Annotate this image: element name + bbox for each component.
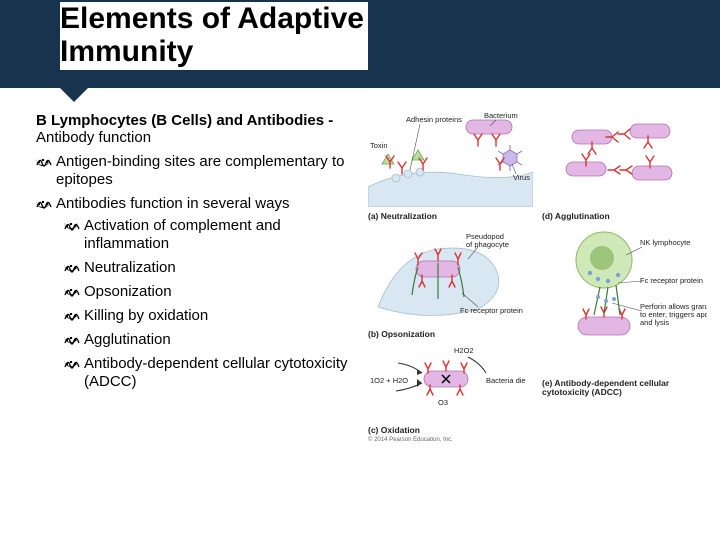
lbl-virus: Virus xyxy=(513,173,530,182)
lbl-oxid-left: 1O2 + H2O xyxy=(370,376,408,385)
bullet-icon xyxy=(36,199,52,211)
bullet-icon xyxy=(64,263,80,275)
bullet-text: Antibody-dependent cellular cytotoxicity… xyxy=(84,355,347,390)
bullet-icon xyxy=(64,359,80,371)
lbl-toxin: Toxin xyxy=(370,141,388,150)
bullet-text: Antibodies function in several ways xyxy=(56,195,289,212)
agglutination-svg xyxy=(542,112,707,207)
bullet-icon xyxy=(64,221,80,233)
panel-adcc: NK lymphocyte Fc receptor protein Perfor… xyxy=(542,225,710,398)
panel-opsonization: Pseudopodof phagocyte Fc receptor protei… xyxy=(368,225,536,339)
title-notch xyxy=(60,88,88,102)
slide-title: Elements of Adaptive Immunity xyxy=(60,2,368,70)
title-line-2: Immunity xyxy=(60,35,193,68)
lbl-fc2: Fc receptor protein xyxy=(640,276,703,285)
figure-column: Adhesin proteins Toxin Bacterium Virus (… xyxy=(368,112,710,443)
panel-a-label: (a) Neutralization xyxy=(368,211,536,221)
list-item: Neutralization xyxy=(64,259,360,277)
lbl-fc: Fc receptor protein xyxy=(460,306,523,315)
panel-oxidation: 1O2 + H2O H2O2 O3 Bacteria die (c) Oxida… xyxy=(368,343,536,443)
neutralization-svg: Adhesin proteins Toxin Bacterium Virus xyxy=(368,112,533,207)
figure-col-left: Adhesin proteins Toxin Bacterium Virus (… xyxy=(368,112,536,443)
subtitle: B Lymphocytes (B Cells) and Antibodies -… xyxy=(36,112,360,147)
subtitle-light: Antibody function xyxy=(36,129,151,146)
lbl-adhesin: Adhesin proteins xyxy=(406,115,462,124)
lbl-perforin: Perforin allows granzymeto enter, trigge… xyxy=(640,302,707,327)
copyright: © 2014 Pearson Education, Inc. xyxy=(368,437,536,443)
text-column: B Lymphocytes (B Cells) and Antibodies -… xyxy=(36,112,360,443)
title-line-1: Elements of Adaptive xyxy=(60,2,364,35)
panel-neutralization: Adhesin proteins Toxin Bacterium Virus (… xyxy=(368,112,536,221)
figure-col-right: (d) Agglutination xyxy=(542,112,710,443)
bullet-text: Agglutination xyxy=(84,331,171,348)
panel-agglutination: (d) Agglutination xyxy=(542,112,710,221)
title-bar: Elements of Adaptive Immunity xyxy=(0,0,720,88)
bullet-text: Neutralization xyxy=(84,259,176,276)
content-area: B Lymphocytes (B Cells) and Antibodies -… xyxy=(0,88,720,443)
bullet-icon xyxy=(36,157,52,169)
lbl-bacterium: Bacterium xyxy=(484,112,518,120)
bullet-text: Activation of complement and inflammatio… xyxy=(84,217,281,252)
list-item: Antigen-binding sites are complementary … xyxy=(36,153,360,189)
panel-b-label: (b) Opsonization xyxy=(368,329,536,339)
bullet-text: Killing by oxidation xyxy=(84,307,208,324)
panel-e-label: (e) Antibody-dependent cellular cytotoxi… xyxy=(542,379,710,398)
panel-d-label: (d) Agglutination xyxy=(542,211,710,221)
bullet-icon xyxy=(64,335,80,347)
bullet-icon xyxy=(64,311,80,323)
panel-c-label: (c) Oxidation xyxy=(368,425,536,435)
adcc-svg: NK lymphocyte Fc receptor protein Perfor… xyxy=(542,225,707,375)
lbl-oxid-o3: O3 xyxy=(438,398,448,407)
lbl-nk: NK lymphocyte xyxy=(640,238,690,247)
subtitle-bold: B Lymphocytes (B Cells) and Antibodies - xyxy=(36,112,333,129)
bullet-text: Antigen-binding sites are complementary … xyxy=(56,153,345,188)
lbl-bdie: Bacteria die xyxy=(486,376,526,385)
list-item: Agglutination xyxy=(64,331,360,349)
list-item: Antibodies function in several ways Acti… xyxy=(36,195,360,391)
bullet-text: Opsonization xyxy=(84,283,172,300)
list-item: Opsonization xyxy=(64,283,360,301)
lbl-oxid-right: H2O2 xyxy=(454,346,474,355)
list-item: Activation of complement and inflammatio… xyxy=(64,217,360,253)
oxidation-svg: 1O2 + H2O H2O2 O3 Bacteria die xyxy=(368,343,533,421)
opsonization-svg: Pseudopodof phagocyte Fc receptor protei… xyxy=(368,225,533,325)
list-item: Killing by oxidation xyxy=(64,307,360,325)
list-item: Antibody-dependent cellular cytotoxicity… xyxy=(64,355,360,391)
bullet-list: Antigen-binding sites are complementary … xyxy=(36,153,360,391)
sub-list: Activation of complement and inflammatio… xyxy=(64,217,360,391)
bullet-icon xyxy=(64,287,80,299)
lbl-pseudopod: Pseudopodof phagocyte xyxy=(466,232,509,249)
